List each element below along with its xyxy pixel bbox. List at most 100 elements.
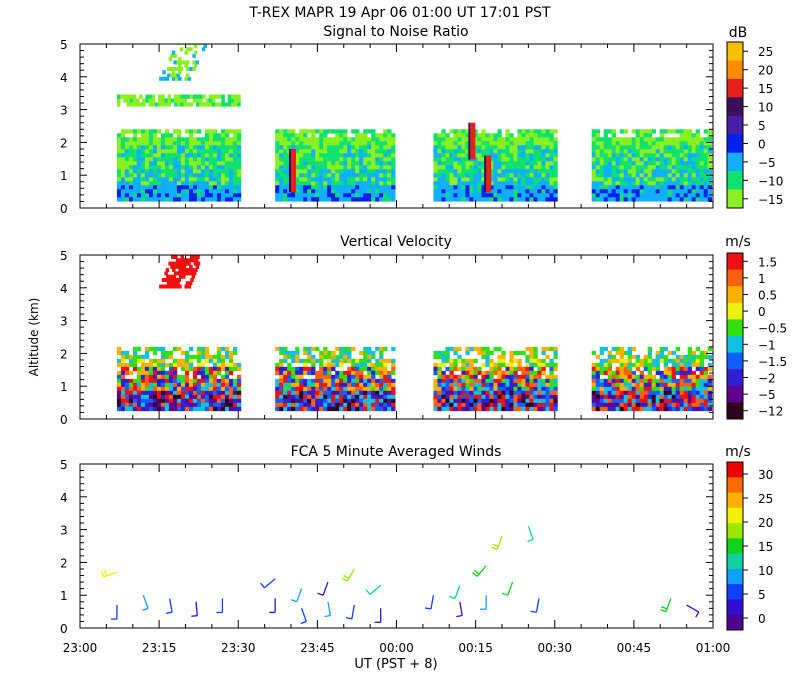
heat-cell <box>236 197 242 202</box>
heat-cell <box>679 197 684 202</box>
heat-cell <box>513 350 518 356</box>
heat-cell <box>505 374 510 380</box>
heat-cell <box>667 185 672 190</box>
heat-cell <box>387 173 392 178</box>
vv-unit: m/s <box>725 234 751 250</box>
heat-cell <box>549 398 554 404</box>
heat-cell <box>533 145 538 150</box>
heat-cell <box>651 177 656 182</box>
heat-cell <box>295 173 300 178</box>
heat-cell <box>351 169 356 174</box>
heat-cell <box>537 153 542 158</box>
heat-cell <box>192 98 197 103</box>
heat-cell <box>703 181 708 186</box>
heat-cell <box>683 378 688 384</box>
heat-cell <box>343 358 348 364</box>
heat-cell <box>441 394 446 400</box>
heat-cell <box>375 193 380 198</box>
heat-cell <box>659 165 664 170</box>
heat-cell <box>172 374 178 380</box>
heat-cell <box>643 161 648 166</box>
heat-cell <box>469 185 474 190</box>
heat-cell <box>485 394 490 400</box>
heat-cell <box>465 181 470 186</box>
heat-cell <box>525 386 530 392</box>
heat-cell <box>445 402 450 408</box>
heat-cell <box>525 185 530 190</box>
heat-cell <box>541 157 546 162</box>
heat-cell <box>545 189 550 194</box>
heat-cell <box>184 374 190 380</box>
heat-cell <box>152 181 158 186</box>
heat-cell <box>327 390 332 396</box>
heat-cell <box>453 366 458 372</box>
wind-barb-shaft <box>195 601 198 616</box>
heat-cell <box>343 197 348 202</box>
heat-cell <box>136 129 142 134</box>
heat-cell <box>232 366 238 372</box>
heat-cell <box>525 366 530 372</box>
heat-cell <box>541 398 546 404</box>
heat-cell <box>160 362 166 368</box>
heat-cell <box>136 173 142 178</box>
heat-cell <box>343 153 348 158</box>
heat-cell <box>124 193 130 198</box>
heat-cell <box>192 366 198 372</box>
heat-cell <box>533 394 538 400</box>
heat-cell <box>120 169 126 174</box>
heat-cell <box>489 382 494 388</box>
heat-cell <box>489 374 494 380</box>
heat-cell <box>323 157 328 162</box>
heat-cell <box>172 398 178 404</box>
heat-cell <box>351 149 356 154</box>
heat-cell <box>635 354 640 360</box>
heat-cell <box>481 197 486 202</box>
heat-cell <box>537 378 542 384</box>
heat-cell <box>228 402 234 408</box>
x-tick-label: 00:15 <box>458 641 493 655</box>
heat-cell <box>541 129 546 134</box>
heat-cell <box>275 390 280 396</box>
heat-cell <box>230 98 235 103</box>
heat-cell <box>132 173 138 178</box>
heat-cell <box>351 141 356 146</box>
heat-cell <box>339 169 344 174</box>
heat-cell <box>339 346 344 352</box>
heat-cell <box>521 366 526 372</box>
heat-cell <box>497 145 502 150</box>
heat-cell <box>489 153 494 158</box>
heat-cell <box>603 137 608 142</box>
heat-cell <box>449 165 454 170</box>
heat-cell <box>639 129 644 134</box>
heat-cell <box>707 366 712 372</box>
heat-cell <box>509 350 514 356</box>
heat-cell <box>603 394 608 400</box>
heat-cell <box>485 354 490 360</box>
heat-cell <box>493 382 498 388</box>
heat-cell <box>533 173 538 178</box>
heat-cell <box>283 169 288 174</box>
heat-cell <box>136 157 142 162</box>
heat-cell <box>200 169 206 174</box>
heat-cell <box>489 386 494 392</box>
heat-cell <box>343 141 348 146</box>
heat-cell <box>184 366 190 372</box>
heat-cell <box>192 153 198 158</box>
heat-cell <box>671 129 676 134</box>
heat-cell <box>477 177 482 182</box>
heat-cell <box>541 173 546 178</box>
heat-cell <box>441 153 446 158</box>
heat-cell <box>186 47 190 52</box>
heat-cell <box>695 193 700 198</box>
heat-cell <box>707 386 712 392</box>
heat-cell <box>675 153 680 158</box>
heat-cell <box>148 362 154 368</box>
heat-cell <box>470 132 476 137</box>
heat-cell <box>335 137 340 142</box>
heat-cell <box>351 137 356 142</box>
heat-cell <box>224 193 230 198</box>
heat-cell <box>319 165 324 170</box>
heat-cell <box>655 406 660 412</box>
heat-cell <box>603 402 608 408</box>
heat-cell <box>517 177 522 182</box>
